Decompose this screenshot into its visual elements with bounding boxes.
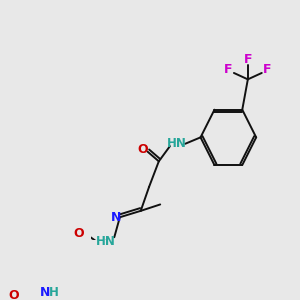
Text: F: F: [224, 63, 232, 76]
Text: H: H: [49, 286, 59, 299]
Text: O: O: [9, 289, 20, 300]
Text: N: N: [110, 211, 121, 224]
Text: O: O: [137, 143, 148, 156]
Text: F: F: [244, 53, 252, 66]
Text: O: O: [74, 227, 84, 240]
Text: HN: HN: [167, 137, 187, 150]
Text: HN: HN: [96, 236, 116, 248]
Text: F: F: [263, 63, 272, 76]
Text: N: N: [40, 286, 51, 299]
